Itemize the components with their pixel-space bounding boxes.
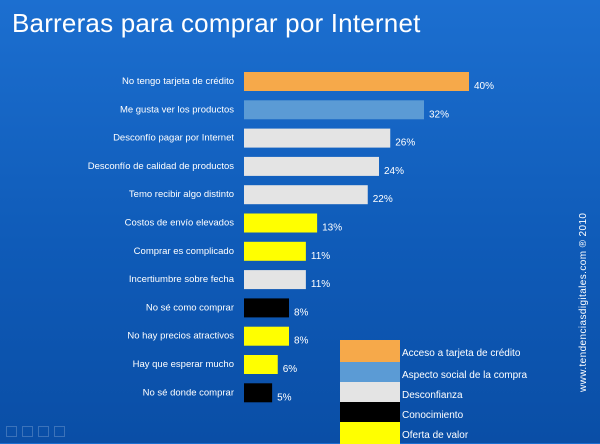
value-label: 6% bbox=[283, 364, 298, 375]
value-label: 24% bbox=[384, 166, 404, 177]
value-label: 8% bbox=[294, 307, 309, 318]
value-label: 13% bbox=[322, 223, 342, 234]
category-label: Desconfío de calidad de productos bbox=[88, 161, 235, 172]
legend-label: Aspecto social de la compra bbox=[402, 370, 528, 381]
bar bbox=[244, 213, 318, 233]
bar bbox=[244, 72, 469, 91]
legend-item: Desconfianza bbox=[340, 382, 570, 404]
bar bbox=[244, 156, 379, 176]
value-label: 11% bbox=[311, 251, 330, 262]
value-label: 40% bbox=[474, 81, 494, 92]
category-label: Incertiumbre sobre fecha bbox=[129, 274, 235, 285]
legend-swatch bbox=[340, 340, 400, 362]
bar bbox=[244, 383, 273, 403]
legend-item: Aspecto social de la compra bbox=[340, 362, 570, 384]
navigate-icon[interactable] bbox=[54, 426, 65, 437]
legend-item: Oferta de valor bbox=[340, 422, 570, 444]
bar bbox=[244, 298, 289, 318]
slide-icon[interactable] bbox=[38, 426, 49, 437]
category-label: Temo recibir algo distinto bbox=[129, 189, 234, 200]
bar bbox=[244, 355, 278, 374]
value-label: 32% bbox=[429, 109, 449, 120]
category-label: No sé como comprar bbox=[146, 302, 234, 313]
category-label: Costos de envío elevados bbox=[125, 218, 235, 229]
legend-swatch bbox=[340, 422, 400, 444]
legend-label: Desconfianza bbox=[402, 390, 463, 401]
bar bbox=[244, 185, 368, 205]
legend-swatch bbox=[340, 382, 400, 404]
bar bbox=[244, 326, 289, 346]
bar bbox=[244, 241, 306, 261]
category-label: No hay precios atractivos bbox=[127, 331, 234, 342]
category-label: No sé donde comprar bbox=[143, 387, 234, 398]
legend-label: Acceso a tarjeta de crédito bbox=[402, 348, 521, 359]
category-label: No tengo tarjeta de crédito bbox=[122, 76, 234, 87]
value-label: 5% bbox=[277, 392, 292, 403]
bar bbox=[244, 128, 391, 148]
chart-title: Barreras para comprar por Internet bbox=[12, 8, 421, 38]
arrow-icon[interactable] bbox=[6, 426, 17, 437]
category-label: Desconfío pagar por Internet bbox=[113, 133, 234, 144]
legend-label: Conocimiento bbox=[402, 410, 464, 421]
pen-icon[interactable] bbox=[22, 426, 33, 437]
value-label: 8% bbox=[294, 336, 309, 347]
legend-label: Oferta de valor bbox=[402, 430, 469, 441]
bar bbox=[244, 270, 306, 290]
legend-swatch bbox=[340, 362, 400, 384]
category-label: Comprar es complicado bbox=[134, 246, 234, 257]
bar bbox=[244, 100, 424, 120]
legend-item: Conocimiento bbox=[340, 402, 570, 424]
legend-item: Acceso a tarjeta de crédito bbox=[340, 340, 570, 362]
value-label: 22% bbox=[373, 194, 393, 205]
value-label: 26% bbox=[395, 138, 415, 149]
category-label: Hay que esperar mucho bbox=[133, 359, 234, 370]
legend-swatch bbox=[340, 402, 400, 424]
watermark: www.tendenciasdigitales.com ® 2010 bbox=[578, 212, 589, 392]
category-label: Me gusta ver los productos bbox=[120, 104, 234, 115]
value-label: 11% bbox=[311, 279, 330, 290]
